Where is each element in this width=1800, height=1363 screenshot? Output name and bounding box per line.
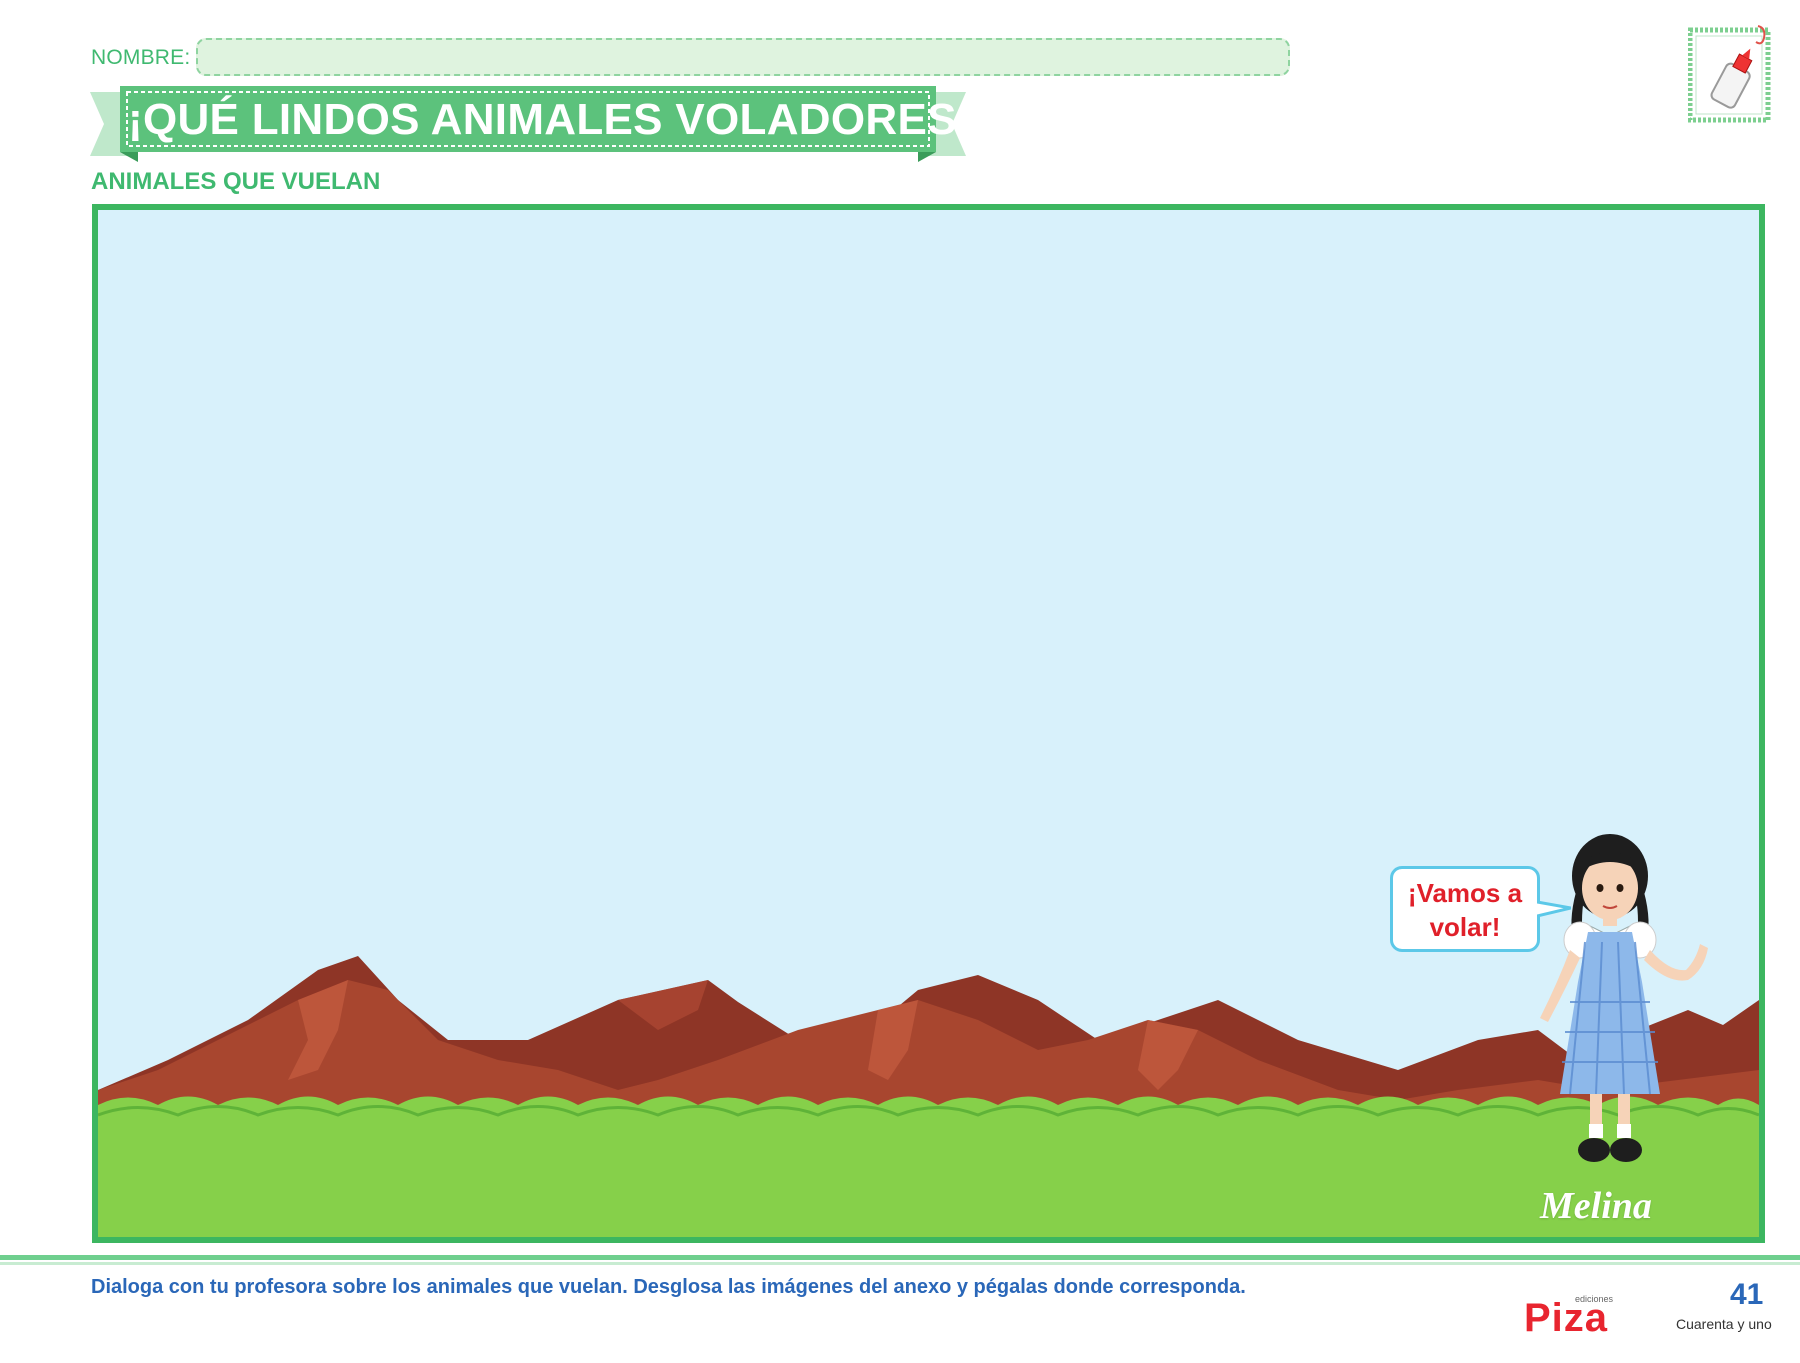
page-number-words: Cuarenta y uno: [1676, 1316, 1772, 1332]
title-banner: [90, 86, 966, 162]
scene-frame[interactable]: [92, 204, 1765, 1243]
page-number: 41: [1730, 1278, 1764, 1311]
girl-character-illustration: [1540, 834, 1708, 1162]
footer-divider-light: [0, 1262, 1800, 1265]
speech-bubble: ¡Vamos a volar!: [1390, 866, 1540, 952]
character-name: Melina: [1540, 1185, 1652, 1227]
glue-bottle-icon: [1688, 25, 1771, 123]
speech-line-2: volar!: [1429, 912, 1501, 942]
footer-divider: [0, 1255, 1800, 1260]
speech-line-1: ¡Vamos a: [1407, 878, 1523, 908]
section-subtitle: ANIMALES QUE VUELAN: [91, 168, 381, 195]
publisher-logo: Piza: [1524, 1296, 1609, 1340]
instructions-text: Dialoga con tu profesora sobre los anima…: [91, 1276, 1246, 1298]
publisher-small-text: ediciones: [1575, 1294, 1614, 1304]
speech-bubble-tail: [1537, 900, 1571, 918]
landscape-illustration: [98, 956, 1759, 1237]
name-field[interactable]: [196, 38, 1290, 76]
name-label: NOMBRE:: [91, 46, 191, 69]
page-title: ¡QUÉ LINDOS ANIMALES VOLADORES!: [128, 95, 972, 144]
